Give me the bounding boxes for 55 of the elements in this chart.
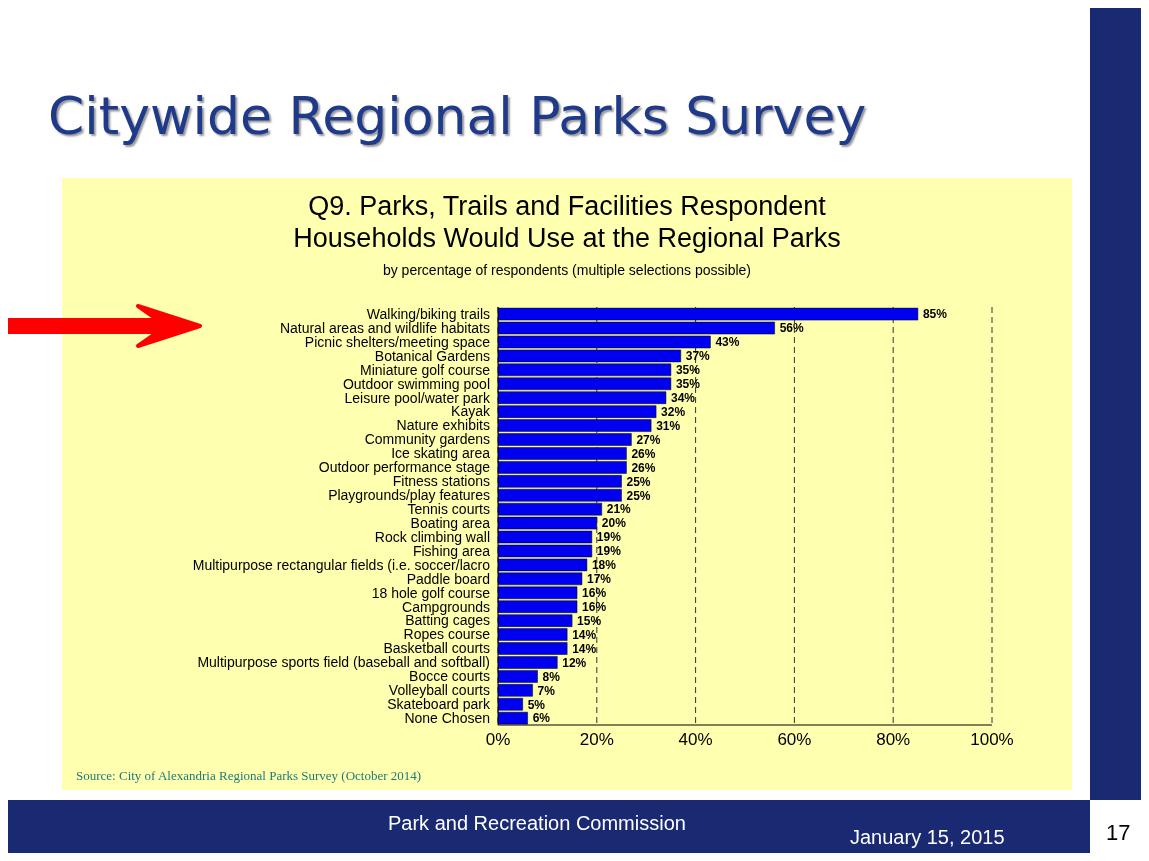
y-tick-label: Paddle board [406, 570, 490, 587]
data-label: 56% [779, 321, 804, 336]
data-label: 43% [715, 335, 740, 350]
data-label: 16% [582, 599, 607, 614]
data-label: 26% [631, 460, 656, 475]
x-tick-label: 100% [970, 730, 1014, 750]
text: January 15, 2015 [850, 826, 1005, 849]
x-tick-label: 20% [579, 730, 614, 750]
y-tick-label: Volleyball courts [388, 682, 490, 699]
y-tick-label: Miniature golf course [360, 361, 491, 378]
data-label: 85% [922, 307, 948, 322]
data-label: 5% [527, 697, 546, 712]
data-label: 19% [596, 544, 622, 559]
y-tick-label: Community gardens [364, 431, 490, 448]
data-label: 6% [532, 711, 551, 726]
data-label: 14% [572, 641, 597, 656]
data-label: 19% [596, 530, 622, 545]
chart-title: Q9. Parks, Trails and Facilities Respondent Households Would Use at the Regional Parks [292, 190, 842, 254]
data-label: 26% [631, 446, 656, 461]
y-tick-label: None Chosen [404, 710, 490, 726]
data-label: 12% [562, 655, 587, 670]
data-label: 37% [685, 349, 711, 364]
y-tick-label: Boating area [410, 514, 491, 531]
y-tick-label: Multipurpose sports field (baseball and softball) [197, 654, 490, 671]
data-label: 7% [537, 683, 556, 698]
text: Park and Recreation Commission [388, 812, 686, 835]
data-label: 32% [661, 404, 686, 419]
y-tick-label: Playgrounds/play features [328, 487, 490, 504]
data-label: 17% [586, 572, 612, 587]
data-label: 21% [606, 502, 632, 517]
data-label: 20% [601, 516, 627, 531]
x-tick-label: 40% [678, 730, 713, 750]
y-tick-label: Tennis courts [407, 501, 490, 517]
x-tick-label: 60% [777, 730, 812, 750]
y-tick-label: Walking/biking trails [366, 305, 490, 322]
data-label: 15% [577, 613, 602, 628]
text: 17 [1106, 820, 1131, 846]
data-label: 25% [626, 488, 651, 503]
data-label: 27% [636, 432, 661, 447]
data-label: 35% [675, 363, 701, 378]
data-label: 25% [626, 474, 651, 489]
data-label: 34% [670, 390, 696, 405]
data-label: 18% [591, 558, 617, 573]
data-label: 14% [572, 627, 597, 642]
data-label: 35% [675, 377, 701, 392]
source-note: Source: City of Alexandria Regional Parks Survey (October 2014) [76, 768, 422, 784]
text: Citywide Regional Parks Survey [48, 86, 867, 146]
data-label: 31% [656, 418, 681, 433]
x-tick-label: 80% [876, 730, 911, 750]
data-label: 8% [542, 669, 561, 684]
chart-subtitle: by percentage of respondents (multiple selections possible) [381, 262, 753, 278]
y-tick-label: Picnic shelters/meeting space [304, 333, 491, 350]
y-tick-label: 18 hole golf course [371, 584, 491, 601]
data-label: 16% [582, 586, 607, 601]
x-tick-label: 0% [485, 730, 511, 750]
